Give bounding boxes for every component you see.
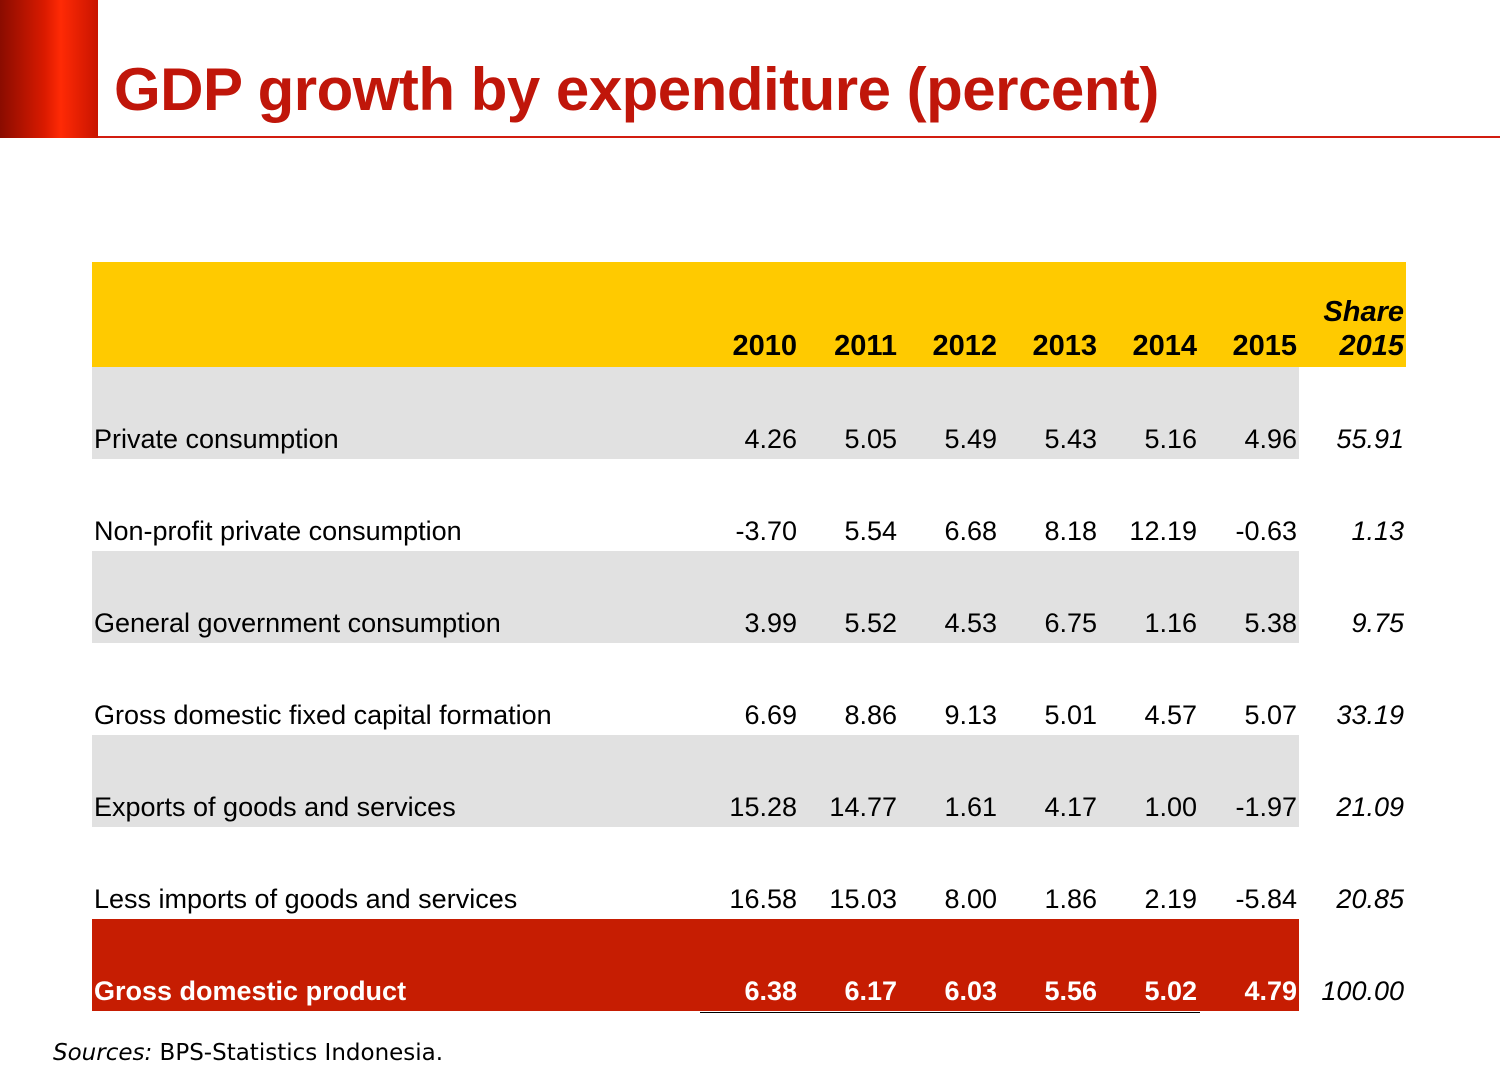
title-accent-bar	[0, 0, 98, 138]
header-year: 2010	[699, 262, 799, 367]
value-cell: 1.61	[899, 735, 999, 827]
header-row: 2010 2011 2012 2013 2014 2015 Share 2015	[92, 262, 1406, 367]
total-row: Gross domestic product 6.38 6.17 6.03 5.…	[92, 919, 1406, 1011]
gdp-growth-table: 2010 2011 2012 2013 2014 2015 Share 2015…	[92, 262, 1406, 1011]
total-value-cell: 4.79	[1199, 919, 1299, 1011]
share-cell: 20.85	[1336, 884, 1404, 914]
share-cell: 21.09	[1299, 735, 1406, 827]
total-value-cell: 6.17	[799, 919, 899, 1011]
header-year: 2015	[1199, 262, 1299, 367]
gdp-table-container: 2010 2011 2012 2013 2014 2015 Share 2015…	[92, 262, 1406, 1011]
total-value-cell: 5.02	[1099, 919, 1199, 1011]
share-cell: 55.91	[1299, 367, 1406, 459]
source-prefix: Sources:	[53, 1040, 153, 1066]
header-year: 2014	[1099, 262, 1199, 367]
value-cell: 1.00	[1099, 735, 1199, 827]
value-cell: 3.99	[699, 551, 799, 643]
source-note: Sources: BPS-Statistics Indonesia.	[53, 1040, 443, 1066]
total-share-cell: 100.00	[1299, 919, 1406, 1011]
value-cell: -5.84	[1235, 884, 1297, 914]
table-row: Gross domestic fixed capital formation 6…	[92, 643, 1406, 735]
value-cell: 1.86	[1044, 884, 1097, 914]
value-cell: 4.17	[999, 735, 1099, 827]
header-year: 2011	[799, 262, 899, 367]
value-cell: 6.69	[744, 700, 797, 730]
page-title: GDP growth by expenditure (percent)	[114, 56, 1159, 123]
total-value-cell: 6.38	[699, 919, 799, 1011]
value-cell: 16.58	[729, 884, 797, 914]
row-label: Private consumption	[92, 367, 699, 459]
value-cell: 5.05	[799, 367, 899, 459]
value-cell: 5.38	[1199, 551, 1299, 643]
value-cell: 4.96	[1199, 367, 1299, 459]
row-label: Non-profit private consumption	[94, 516, 462, 546]
value-cell: 6.75	[999, 551, 1099, 643]
value-cell: 15.03	[829, 884, 897, 914]
table-row: Less imports of goods and services 16.58…	[92, 827, 1406, 919]
value-cell: 4.53	[899, 551, 999, 643]
header-share: Share 2015	[1299, 262, 1406, 367]
value-cell: 14.77	[799, 735, 899, 827]
title-divider	[98, 136, 1500, 138]
header-year: 2012	[899, 262, 999, 367]
row-label: Exports of goods and services	[92, 735, 699, 827]
table-row: Exports of goods and services 15.28 14.7…	[92, 735, 1406, 827]
total-value-cell: 5.56	[999, 919, 1099, 1011]
value-cell: 5.01	[1044, 700, 1097, 730]
value-cell: 15.28	[699, 735, 799, 827]
row-label: General government consumption	[92, 551, 699, 643]
table-row: General government consumption 3.99 5.52…	[92, 551, 1406, 643]
value-cell: 1.16	[1099, 551, 1199, 643]
header-share-line2: 2015	[1339, 330, 1404, 362]
value-cell: 6.68	[944, 516, 997, 546]
value-cell: -1.97	[1199, 735, 1299, 827]
header-year: 2013	[999, 262, 1099, 367]
value-cell: 9.13	[944, 700, 997, 730]
value-cell: -3.70	[735, 516, 797, 546]
value-cell: 5.07	[1244, 700, 1297, 730]
value-cell: 12.19	[1129, 516, 1197, 546]
source-text: BPS-Statistics Indonesia.	[152, 1040, 444, 1066]
share-cell: 9.75	[1299, 551, 1406, 643]
value-cell: 5.43	[999, 367, 1099, 459]
value-cell: 2.19	[1144, 884, 1197, 914]
header-label-cell	[92, 262, 699, 367]
total-underline	[700, 1012, 1200, 1013]
value-cell: -0.63	[1235, 516, 1297, 546]
value-cell: 5.49	[899, 367, 999, 459]
value-cell: 4.57	[1144, 700, 1197, 730]
row-label: Less imports of goods and services	[94, 884, 518, 914]
value-cell: 5.54	[844, 516, 897, 546]
total-value-cell: 6.03	[899, 919, 999, 1011]
value-cell: 8.18	[1044, 516, 1097, 546]
share-cell: 1.13	[1351, 516, 1404, 546]
table-row: Non-profit private consumption -3.70 5.5…	[92, 459, 1406, 551]
table-row: Private consumption 4.26 5.05 5.49 5.43 …	[92, 367, 1406, 459]
value-cell: 8.86	[844, 700, 897, 730]
value-cell: 8.00	[944, 884, 997, 914]
header-share-line1: Share	[1323, 296, 1404, 328]
share-cell: 33.19	[1336, 700, 1404, 730]
row-label: Gross domestic fixed capital formation	[94, 700, 552, 730]
total-label: Gross domestic product	[92, 919, 699, 1011]
value-cell: 5.52	[799, 551, 899, 643]
value-cell: 5.16	[1099, 367, 1199, 459]
value-cell: 4.26	[699, 367, 799, 459]
